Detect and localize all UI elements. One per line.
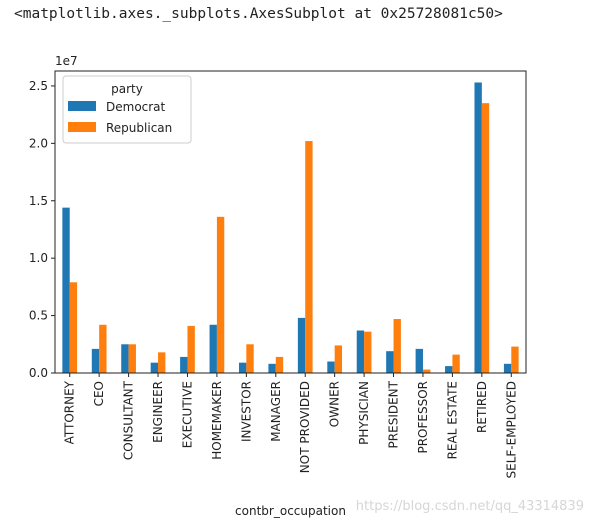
- x-tick-label: RETIRED: [475, 381, 489, 433]
- bar-republican-manager: [275, 356, 284, 373]
- x-tick-label: SELF-EMPLOYED: [504, 381, 518, 479]
- legend-swatch-democrat: [68, 101, 96, 111]
- bar-republican-homemaker: [216, 216, 225, 373]
- legend-swatch-republican: [68, 122, 96, 132]
- x-tick-label: OWNER: [328, 381, 342, 427]
- watermark: https://blog.csdn.net/qq_43314839: [356, 499, 584, 514]
- x-tick-label: INVESTOR: [239, 381, 253, 442]
- x-tick-label: HOMEMAKER: [210, 381, 224, 460]
- bar-republican-investor: [246, 344, 254, 373]
- legend-title: party: [111, 82, 143, 96]
- cell-output-repr: <matplotlib.axes._subplots.AxesSubplot a…: [14, 6, 503, 22]
- y-tick-label: 0.5: [29, 309, 48, 323]
- bar-democrat-real-estate: [445, 366, 453, 373]
- legend: party Democrat Republican: [62, 75, 192, 144]
- bar-republican-executive: [187, 325, 195, 373]
- bar-democrat-physician: [356, 330, 365, 373]
- x-tick-label: PRESIDENT: [387, 380, 401, 448]
- bar-democrat-manager: [268, 363, 276, 373]
- bar-democrat-professor: [415, 348, 423, 373]
- bar-democrat-engineer: [150, 362, 159, 373]
- y-tick-label: 0.0: [29, 366, 48, 380]
- legend-label-republican: Republican: [106, 121, 172, 135]
- bar-democrat-executive: [180, 356, 188, 373]
- bar-republican-professor: [422, 369, 431, 373]
- bar-republican-self-employed: [511, 346, 519, 373]
- x-tick-label: PHYSICIAN: [357, 381, 371, 445]
- bar-republican-president: [393, 319, 401, 373]
- bar-democrat-owner: [327, 361, 335, 373]
- bar-democrat-ceo: [91, 348, 100, 373]
- x-tick-label: ENGINEER: [151, 381, 165, 443]
- x-tick-label: ATTORNEY: [63, 380, 77, 444]
- y-axis-offset-label: 1e7: [55, 54, 78, 68]
- axes-group: 0.0 0.5 1.0 1.5 2.0 2.5 ATTORNEY CEO CONSULTANT E…: [29, 70, 527, 479]
- y-tick-label: 2.5: [29, 79, 48, 93]
- bar-democrat-homemaker: [209, 324, 217, 373]
- y-tick-label: 1.5: [29, 194, 48, 208]
- bar-democrat-consultant: [121, 344, 129, 373]
- x-tick-label: PROFESSOR: [416, 381, 430, 454]
- x-tick-label: CONSULTANT: [122, 380, 136, 460]
- bar-democrat-attorney: [62, 207, 70, 373]
- x-tick-label: CEO: [92, 381, 106, 406]
- y-tick-label: 2.0: [29, 136, 48, 150]
- axes-frame: [54, 70, 527, 374]
- bar-republican-attorney: [69, 282, 78, 373]
- bar-democrat-self-employed: [503, 363, 512, 373]
- bar-republican-physician: [364, 331, 372, 373]
- x-axis-label: contbr_occupation: [235, 504, 346, 518]
- x-tick-label: NOT PROVIDED: [298, 381, 312, 473]
- bar-republican-not-provided: [305, 141, 313, 373]
- bar-democrat-investor: [238, 362, 247, 373]
- bar-democrat-not-provided: [297, 317, 306, 373]
- x-tick-label: REAL ESTATE: [445, 381, 459, 459]
- x-tick-label: MANAGER: [269, 381, 283, 442]
- bars-group: [62, 82, 519, 374]
- bar-republican-retired: [481, 103, 490, 374]
- bar-republican-real-estate: [452, 354, 460, 373]
- bar-democrat-retired: [474, 82, 482, 373]
- bar-democrat-president: [386, 351, 394, 373]
- bar-republican-owner: [334, 345, 343, 373]
- bar-republican-consultant: [128, 344, 136, 373]
- bar-republican-ceo: [99, 324, 107, 373]
- bar-republican-engineer: [158, 352, 166, 373]
- legend-label-democrat: Democrat: [106, 100, 166, 114]
- y-tick-label: 1.0: [29, 251, 48, 265]
- x-tick-label: EXECUTIVE: [180, 381, 194, 448]
